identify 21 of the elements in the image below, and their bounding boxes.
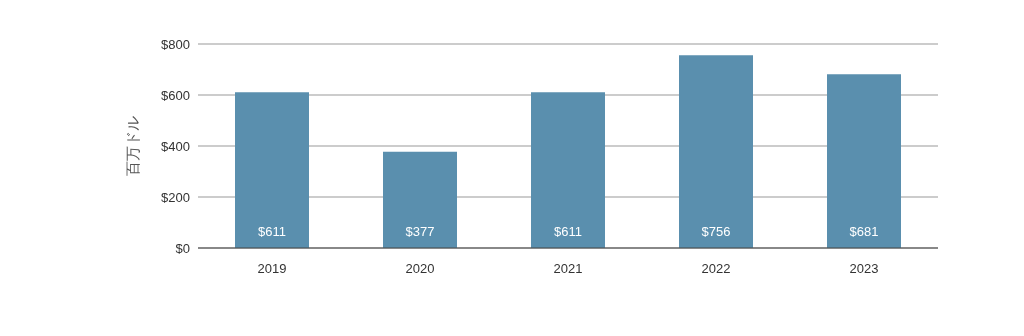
- y-axis-title: 百万ドル: [124, 116, 142, 176]
- data-label: $611: [258, 224, 286, 239]
- y-tick-label: $200: [161, 189, 190, 205]
- y-tick-label: $800: [161, 36, 190, 52]
- data-label: $756: [701, 224, 731, 239]
- data-label: $377: [405, 224, 435, 239]
- y-tick-label: $600: [161, 87, 190, 103]
- x-tick-label: 2020: [405, 261, 435, 277]
- bar: [827, 74, 901, 248]
- bar: [679, 55, 753, 248]
- data-label: $681: [849, 224, 879, 239]
- x-tick-label: 2023: [849, 261, 879, 277]
- y-tick-label: $0: [175, 240, 190, 256]
- bar: [235, 92, 309, 248]
- x-tick-label: 2022: [701, 261, 731, 277]
- bar: [383, 151, 457, 248]
- bar: [531, 92, 605, 248]
- x-tick-label: 2019: [257, 261, 287, 277]
- data-label: $611: [554, 224, 582, 239]
- y-tick-label: $400: [161, 138, 190, 154]
- x-tick-label: 2021: [553, 261, 583, 277]
